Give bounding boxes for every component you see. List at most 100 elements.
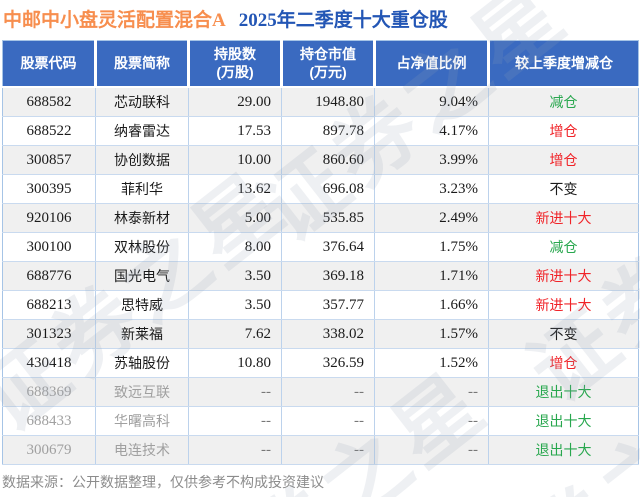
position-change: 新进十大 xyxy=(488,203,639,233)
stock-code: 300857 xyxy=(2,145,96,175)
col-header-stock-name: 股票简称 xyxy=(95,40,190,88)
net-value-ratio: 1.52% xyxy=(374,348,489,378)
table-row: 430418 苏轴股份 10.80 326.59 1.52% 增仓 xyxy=(2,348,639,378)
stock-code: 688213 xyxy=(2,290,96,320)
market-value: 535.85 xyxy=(281,203,375,233)
net-value-ratio: 4.17% xyxy=(374,116,489,146)
data-source-note: 数据来源：公开数据整理，仅供参考不构成投资建议 xyxy=(2,474,324,490)
shares-held: 10.00 xyxy=(188,145,282,175)
net-value-ratio: 9.04% xyxy=(374,87,489,117)
stock-code: 920106 xyxy=(2,203,96,233)
table-row: 300395 菲利华 13.62 696.08 3.23% 不变 xyxy=(2,174,639,204)
holdings-table: 股票代码 股票简称 持股数 (万股) 持仓市值 (万元) 占净值比例 较上季度增减仓… xyxy=(2,40,639,465)
net-value-ratio: -- xyxy=(374,406,489,436)
position-change: 退出十大 xyxy=(488,377,639,407)
position-change: 退出十大 xyxy=(488,406,639,436)
shares-held: 13.62 xyxy=(188,174,282,204)
shares-held: -- xyxy=(188,435,282,465)
stock-name: 思特威 xyxy=(95,290,189,320)
position-change: 增仓 xyxy=(488,116,639,146)
net-value-ratio: -- xyxy=(374,377,489,407)
net-value-ratio: 3.99% xyxy=(374,145,489,175)
position-change: 减仓 xyxy=(488,232,639,262)
market-value: 1948.80 xyxy=(281,87,375,117)
position-change: 新进十大 xyxy=(488,290,639,320)
page-title: 中邮中小盘灵活配置混合A 2025年二季度十大重仓股 xyxy=(3,5,448,32)
table-row: 688522 纳睿雷达 17.53 897.78 4.17% 增仓 xyxy=(2,116,639,146)
stock-code: 300100 xyxy=(2,232,96,262)
table-row: 300857 协创数据 10.00 860.60 3.99% 增仓 xyxy=(2,145,639,175)
market-value: -- xyxy=(281,435,375,465)
position-change: 不变 xyxy=(488,174,639,204)
market-value: 696.08 xyxy=(281,174,375,204)
net-value-ratio: 1.57% xyxy=(374,319,489,349)
stock-name: 电连技术 xyxy=(95,435,189,465)
table-row: 688582 芯动联科 29.00 1948.80 9.04% 减仓 xyxy=(2,87,639,117)
net-value-ratio: 2.49% xyxy=(374,203,489,233)
stock-name: 纳睿雷达 xyxy=(95,116,189,146)
net-value-ratio: 1.75% xyxy=(374,232,489,262)
position-change: 减仓 xyxy=(488,87,639,117)
net-value-ratio: 1.66% xyxy=(374,290,489,320)
market-value: -- xyxy=(281,377,375,407)
shares-held: 7.62 xyxy=(188,319,282,349)
market-value: 860.60 xyxy=(281,145,375,175)
market-value: 338.02 xyxy=(281,319,375,349)
col-header-stock-code: 股票代码 xyxy=(2,40,97,88)
col-header-shares: 持股数 (万股) xyxy=(188,40,283,88)
shares-held: 8.00 xyxy=(188,232,282,262)
shares-held: -- xyxy=(188,406,282,436)
table-row: 301323 新莱福 7.62 338.02 1.57% 不变 xyxy=(2,319,639,349)
net-value-ratio: 3.23% xyxy=(374,174,489,204)
table-row: 688369 致远互联 -- -- -- 退出十大 xyxy=(2,377,639,407)
stock-code: 688369 xyxy=(2,377,96,407)
shares-held: 3.50 xyxy=(188,261,282,291)
stock-code: 301323 xyxy=(2,319,96,349)
stock-name: 双林股份 xyxy=(95,232,189,262)
market-value: 369.18 xyxy=(281,261,375,291)
stock-name: 芯动联科 xyxy=(95,87,189,117)
table-row: 688433 华曙高科 -- -- -- 退出十大 xyxy=(2,406,639,436)
stock-name: 国光电气 xyxy=(95,261,189,291)
col-header-position-change: 较上季度增减仓 xyxy=(488,40,639,88)
position-change: 增仓 xyxy=(488,145,639,175)
table-header: 股票代码 股票简称 持股数 (万股) 持仓市值 (万元) 占净值比例 较上季度增减仓 xyxy=(2,40,639,88)
table-row: 300679 电连技术 -- -- -- 退出十大 xyxy=(2,435,639,465)
stock-code: 688582 xyxy=(2,87,96,117)
market-value: 897.78 xyxy=(281,116,375,146)
net-value-ratio: -- xyxy=(374,435,489,465)
table-row: 688776 国光电气 3.50 369.18 1.71% 新进十大 xyxy=(2,261,639,291)
table-row: 688213 思特威 3.50 357.77 1.66% 新进十大 xyxy=(2,290,639,320)
net-value-ratio: 1.71% xyxy=(374,261,489,291)
position-change: 不变 xyxy=(488,319,639,349)
stock-name: 林泰新材 xyxy=(95,203,189,233)
stock-code: 300679 xyxy=(2,435,96,465)
market-value: 357.77 xyxy=(281,290,375,320)
shares-held: 10.80 xyxy=(188,348,282,378)
market-value: 376.64 xyxy=(281,232,375,262)
stock-code: 688433 xyxy=(2,406,96,436)
stock-name: 新莱福 xyxy=(95,319,189,349)
position-change: 退出十大 xyxy=(488,435,639,465)
shares-held: 29.00 xyxy=(188,87,282,117)
shares-held: 3.50 xyxy=(188,290,282,320)
stock-code: 688776 xyxy=(2,261,96,291)
position-change: 增仓 xyxy=(488,348,639,378)
table-row: 920106 林泰新材 5.00 535.85 2.49% 新进十大 xyxy=(2,203,639,233)
col-header-net-ratio: 占净值比例 xyxy=(374,40,490,88)
market-value: -- xyxy=(281,406,375,436)
stock-name: 协创数据 xyxy=(95,145,189,175)
shares-held: 5.00 xyxy=(188,203,282,233)
position-change: 新进十大 xyxy=(488,261,639,291)
stock-name: 苏轴股份 xyxy=(95,348,189,378)
fund-name: 中邮中小盘灵活配置混合A xyxy=(3,10,226,31)
market-value: 326.59 xyxy=(281,348,375,378)
stock-code: 300395 xyxy=(2,174,96,204)
shares-held: -- xyxy=(188,377,282,407)
table-row: 300100 双林股份 8.00 376.64 1.75% 减仓 xyxy=(2,232,639,262)
shares-held: 17.53 xyxy=(188,116,282,146)
stock-name: 华曙高科 xyxy=(95,406,189,436)
report-period: 2025年二季度十大重仓股 xyxy=(238,10,448,31)
stock-name: 致远互联 xyxy=(95,377,189,407)
stock-name: 菲利华 xyxy=(95,174,189,204)
